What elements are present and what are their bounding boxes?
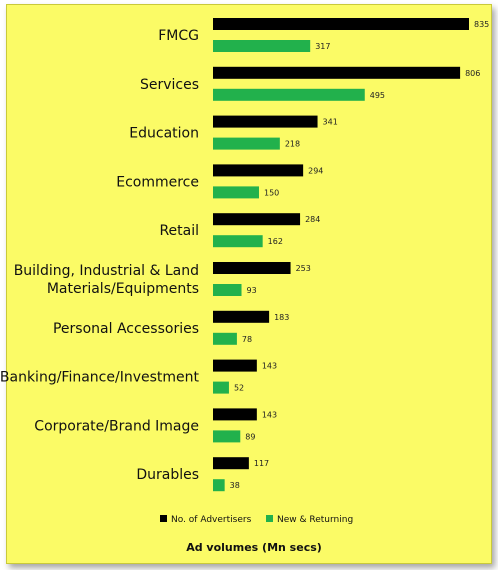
category-label: Building, Industrial & Land Materials/Equ…	[14, 263, 199, 297]
data-label: 253	[296, 264, 311, 273]
advertisers-bar	[213, 18, 469, 30]
category-label: Services	[140, 77, 199, 93]
advertisers-bar	[213, 408, 257, 421]
data-label: 117	[254, 459, 269, 468]
legend-swatch	[266, 515, 273, 522]
advertisers-bar	[213, 262, 291, 274]
new-returning-bar	[213, 332, 237, 345]
new-returning-bar	[213, 479, 225, 492]
category-label: Banking/Finance/Investment	[0, 370, 200, 386]
advertisers-bar	[213, 66, 461, 79]
data-label: 294	[308, 166, 323, 175]
new-returning-bar	[213, 137, 280, 150]
advertisers-bar	[213, 310, 270, 323]
advertisers-bar	[213, 359, 257, 372]
new-returning-bar	[213, 40, 311, 52]
new-returning-bar	[213, 284, 242, 296]
x-axis-label: Ad volumes (Mn secs)	[186, 541, 322, 554]
category-label: Retail	[159, 223, 199, 239]
data-label: 284	[305, 215, 320, 224]
category-label: Ecommerce	[116, 174, 199, 190]
data-label: 317	[315, 42, 330, 51]
data-label: 183	[274, 313, 289, 322]
data-label: 143	[262, 410, 277, 419]
category-label: Education	[129, 126, 199, 142]
new-returning-bar	[213, 381, 229, 394]
data-label: 78	[242, 335, 252, 344]
data-label: 162	[268, 237, 283, 246]
new-returning-bar	[213, 88, 365, 101]
advertisers-bar	[213, 457, 249, 470]
legend-label: No. of Advertisers	[171, 515, 252, 525]
category-label: Personal Accessories	[53, 321, 199, 337]
data-label: 52	[234, 384, 244, 393]
data-label: 806	[465, 69, 480, 78]
advertisers-bar	[213, 213, 301, 226]
advertisers-bar	[213, 164, 304, 177]
category-label: Corporate/Brand Image	[34, 418, 199, 434]
new-returning-bar	[213, 186, 259, 199]
data-label: 835	[474, 20, 489, 29]
data-label: 89	[245, 432, 255, 441]
data-label: 93	[247, 286, 257, 295]
advertisers-bar	[213, 115, 318, 128]
legend-label: New & Returning	[277, 515, 353, 525]
category-label: Durables	[136, 467, 199, 483]
data-label: 495	[370, 91, 385, 100]
data-label: 38	[230, 481, 240, 490]
category-label: FMCG	[158, 28, 199, 44]
new-returning-bar	[213, 235, 263, 248]
data-label: 218	[285, 140, 300, 149]
new-returning-bar	[213, 430, 241, 443]
data-label: 143	[262, 362, 277, 371]
data-label: 341	[323, 118, 338, 127]
data-label: 150	[264, 188, 279, 197]
legend-swatch	[160, 515, 167, 522]
